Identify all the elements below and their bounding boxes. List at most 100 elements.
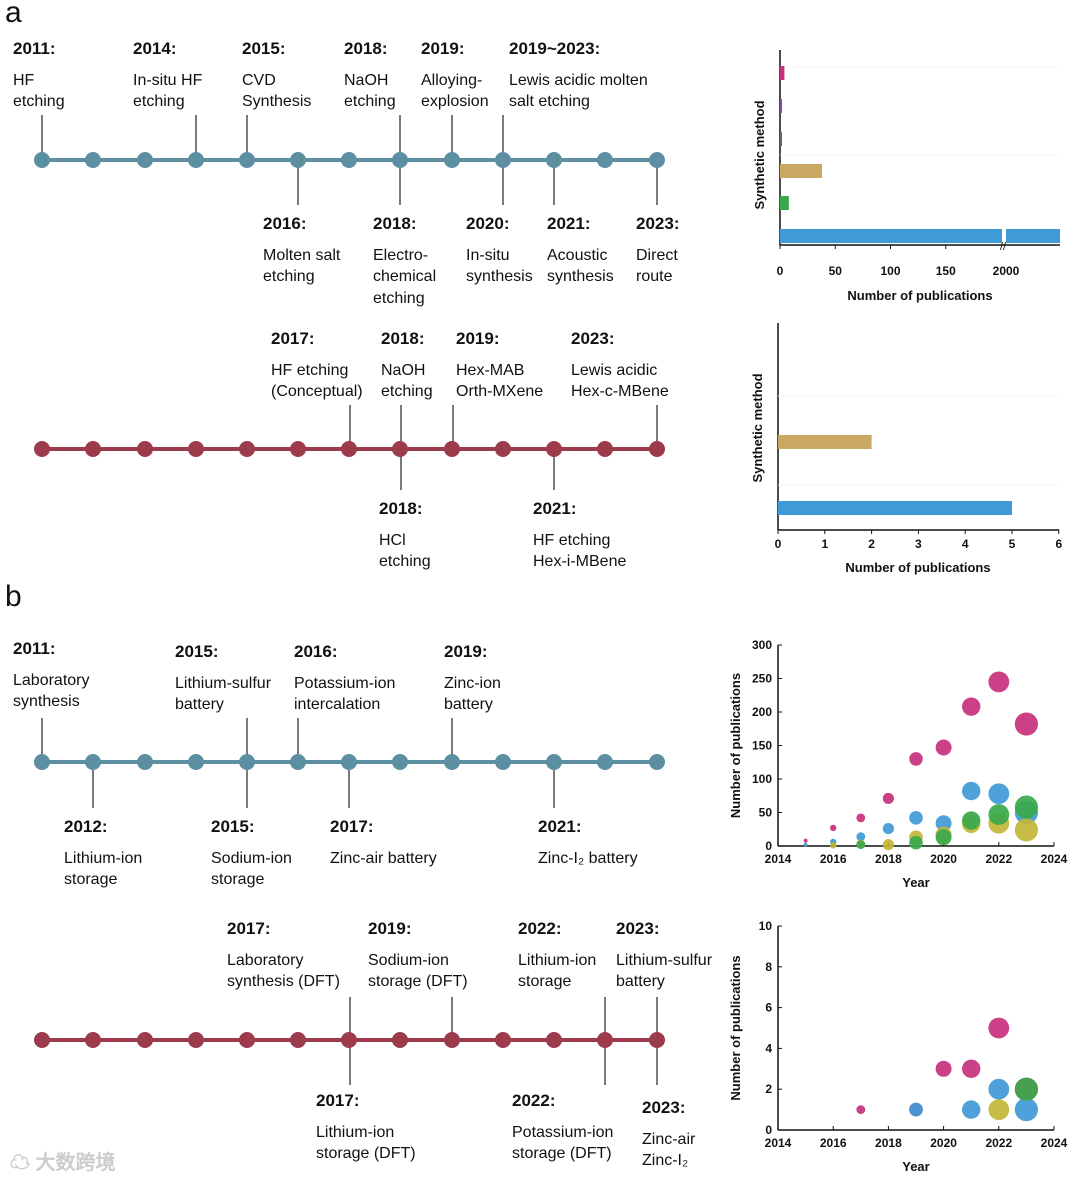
timeline-event: 2021: Zinc-I₂ battery <box>538 816 638 869</box>
timeline-node <box>444 152 460 168</box>
y-tick-label: 8 <box>765 960 772 974</box>
event-year: 2022: <box>518 919 562 938</box>
x-axis-label: Number of publications <box>845 560 990 575</box>
event-description: battery <box>175 696 224 713</box>
timeline-event: 2018: Electro-chemical etching <box>373 213 436 309</box>
timeline-event: 2016: Potassium-ion intercalation <box>294 641 395 716</box>
x-tick-label: 2014 <box>765 1136 792 1150</box>
timeline-node <box>137 152 153 168</box>
bar <box>778 435 872 449</box>
x-tick-label: 0 <box>777 264 784 278</box>
event-description: Lithium-sulfur <box>175 674 272 692</box>
event-year: 2014: <box>133 39 177 58</box>
timeline-event: 2017: Laboratory synthesis (DFT) <box>227 918 340 993</box>
x-tick-label: 2 <box>868 537 875 551</box>
timeline-node <box>392 1032 408 1048</box>
data-point <box>988 804 1010 825</box>
timeline-node <box>34 152 50 168</box>
timeline-event: 2022: Potassium-ion storage (DFT) <box>512 1090 613 1165</box>
timeline-node <box>495 441 511 457</box>
event-description: (Conceptual) <box>271 383 363 400</box>
data-point <box>962 811 981 830</box>
data-point <box>856 840 866 850</box>
timeline-node <box>34 754 50 770</box>
timeline-event: 2019: Zinc-ion battery <box>444 641 501 716</box>
data-point <box>935 829 952 846</box>
x-tick-label: 100 <box>880 264 900 278</box>
event-year: 2023: <box>636 214 680 233</box>
y-tick-label: 150 <box>752 739 772 753</box>
event-description: etching <box>263 268 315 285</box>
x-tick-label: 2016 <box>820 852 847 866</box>
timeline-event: 2015: Lithium-sulfur battery <box>175 641 271 716</box>
event-year: 2020: <box>466 214 510 233</box>
x-tick-label: 5 <box>1009 537 1016 551</box>
event-description: HCl <box>379 531 406 549</box>
event-description: etching <box>373 289 425 307</box>
event-year: 2018: <box>381 329 425 348</box>
data-point <box>856 1105 866 1114</box>
event-year: 2023: <box>642 1098 686 1117</box>
event-year: 2021: <box>538 817 582 836</box>
data-point <box>909 835 923 850</box>
event-year: 2017: <box>330 817 374 836</box>
timeline-event: 2018: HCl etching <box>379 498 431 573</box>
data-point <box>962 1100 981 1119</box>
data-point <box>803 838 808 843</box>
x-tick-label: 2000 <box>993 264 1020 278</box>
y-tick-label: 300 <box>752 638 772 652</box>
timeline-node <box>290 754 306 770</box>
data-point <box>988 1099 1010 1120</box>
panel-label-b: b <box>5 580 22 613</box>
x-tick-label: 6 <box>1055 537 1062 551</box>
timeline-event: 2014: In-situ HF etching <box>133 38 202 113</box>
event-description: etching <box>13 93 65 110</box>
timeline-event: 2011: Laboratory synthesis <box>13 638 90 713</box>
y-tick-label: 0 <box>765 1123 772 1137</box>
event-year: 2016: <box>263 214 307 233</box>
event-description: Potassium-ion <box>512 1123 614 1141</box>
event-year: 2017: <box>271 329 315 348</box>
timeline-node <box>34 441 50 457</box>
timeline-node <box>188 1032 204 1048</box>
data-point <box>882 839 895 851</box>
data-point <box>1014 795 1038 819</box>
event-description: explosion <box>421 93 489 110</box>
event-description: Direct <box>636 246 678 264</box>
event-description: salt etching <box>509 93 590 110</box>
timeline-event: 2023: Zinc-air Zinc-I₂ <box>642 1097 695 1172</box>
data-point <box>1014 1077 1038 1101</box>
event-description: Sodium-ion <box>211 849 292 867</box>
event-description: HF <box>13 71 35 89</box>
event-description: storage (DFT) <box>512 1145 612 1162</box>
event-year: 2012: <box>64 817 108 836</box>
timeline-node <box>597 441 613 457</box>
data-point <box>882 792 895 805</box>
event-description: Sodium-ion <box>368 951 449 969</box>
timeline-node <box>34 1032 50 1048</box>
timeline-node <box>444 441 460 457</box>
event-year: 2023: <box>616 919 660 938</box>
timeline-node <box>392 754 408 770</box>
bar <box>780 99 782 113</box>
x-tick-label: 2014 <box>765 852 792 866</box>
timeline-node <box>495 152 511 168</box>
event-year: 2018: <box>373 214 417 233</box>
data-point <box>882 822 895 835</box>
event-description: Zinc-ion <box>444 674 501 692</box>
data-point <box>909 811 923 825</box>
data-point <box>988 1078 1010 1100</box>
event-description: Molten salt <box>263 246 341 264</box>
timeline-event: 2017: Lithium-ion storage (DFT) <box>316 1090 416 1165</box>
event-description: Hex-c-MBene <box>571 383 669 400</box>
event-description: storage <box>64 871 118 888</box>
timeline-node <box>649 1032 665 1048</box>
event-year: 2019~2023: <box>509 39 601 58</box>
y-axis-label: Number of publications <box>728 673 743 818</box>
timeline-node <box>495 754 511 770</box>
timeline-event: 2016: Molten salt etching <box>263 213 340 288</box>
event-description: intercalation <box>294 696 381 713</box>
bar <box>780 164 822 178</box>
event-description: Laboratory <box>227 951 304 969</box>
timeline-node <box>649 754 665 770</box>
